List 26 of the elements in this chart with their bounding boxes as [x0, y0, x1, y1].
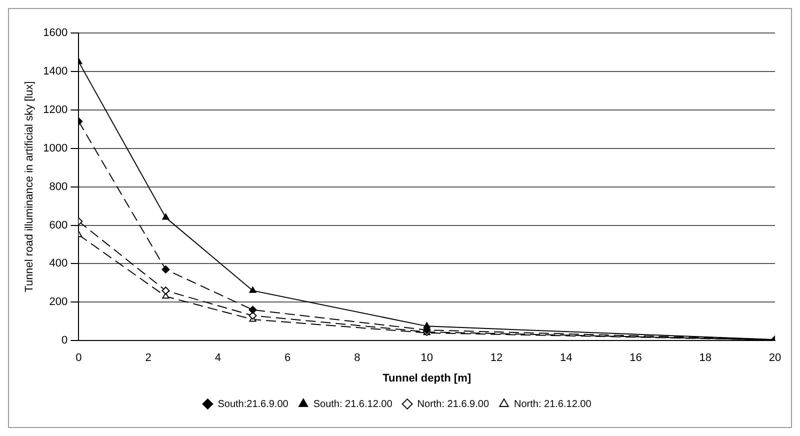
y-tick-label: 400 [49, 258, 68, 270]
x-tick-label: 2 [145, 352, 152, 364]
legend-label: North: 21.6.9.00 [417, 398, 490, 410]
x-tick-label: 0 [76, 352, 82, 364]
x-tick-label: 14 [560, 352, 572, 364]
y-tick-label: 1000 [43, 142, 68, 154]
y-axis-title: Tunnel road illuminance in artificial sky [lux] [24, 81, 36, 292]
y-tick-label: 1600 [43, 27, 68, 40]
y-tick-label: 800 [49, 180, 68, 193]
y-tick-label: 600 [49, 219, 68, 232]
y-tick-label: 200 [49, 296, 68, 308]
x-tick-label: 6 [284, 352, 291, 364]
x-tick-label: 16 [630, 352, 642, 364]
x-tick-label: 18 [699, 352, 712, 364]
legend-label: South:21.6.9.00 [218, 398, 289, 410]
x-tick-label: 8 [354, 352, 360, 364]
legend-label: North: 21.6.12.00 [514, 398, 592, 410]
y-tick-label: 1200 [43, 104, 68, 116]
x-tick-label: 4 [214, 352, 221, 364]
legend-label: South: 21.6.12.00 [313, 398, 393, 410]
x-tick-label: 20 [768, 352, 782, 364]
x-tick-label: 12 [490, 352, 503, 364]
x-tick-label: 10 [420, 352, 433, 364]
y-tick-label: 0 [62, 334, 68, 347]
y-tick-label: 1400 [43, 65, 68, 78]
x-axis-title: Tunnel depth [m] [382, 372, 472, 384]
